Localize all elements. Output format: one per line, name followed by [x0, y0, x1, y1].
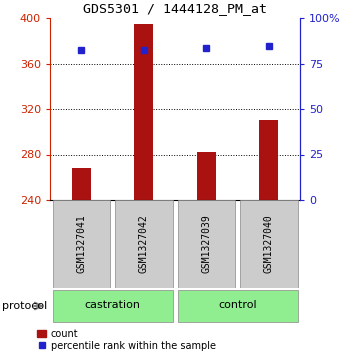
Text: GSM1327040: GSM1327040 [264, 215, 274, 273]
Bar [177, 200, 235, 288]
Text: GSM1327042: GSM1327042 [139, 215, 149, 273]
Bar [52, 200, 110, 288]
Bar [115, 200, 173, 288]
Text: GSM1327041: GSM1327041 [76, 215, 86, 273]
Text: control: control [218, 300, 257, 310]
Bar [177, 290, 298, 322]
Bar [240, 200, 298, 288]
Bar [134, 24, 153, 200]
Text: protocol: protocol [2, 301, 47, 311]
Text: castration: castration [84, 300, 140, 310]
Bar [72, 168, 91, 200]
Legend: count, percentile rank within the sample: count, percentile rank within the sample [37, 329, 216, 351]
Bar [52, 290, 173, 322]
Title: GDS5301 / 1444128_PM_at: GDS5301 / 1444128_PM_at [83, 3, 267, 16]
Bar [197, 152, 216, 200]
Bar [259, 121, 278, 200]
Text: GSM1327039: GSM1327039 [201, 215, 211, 273]
